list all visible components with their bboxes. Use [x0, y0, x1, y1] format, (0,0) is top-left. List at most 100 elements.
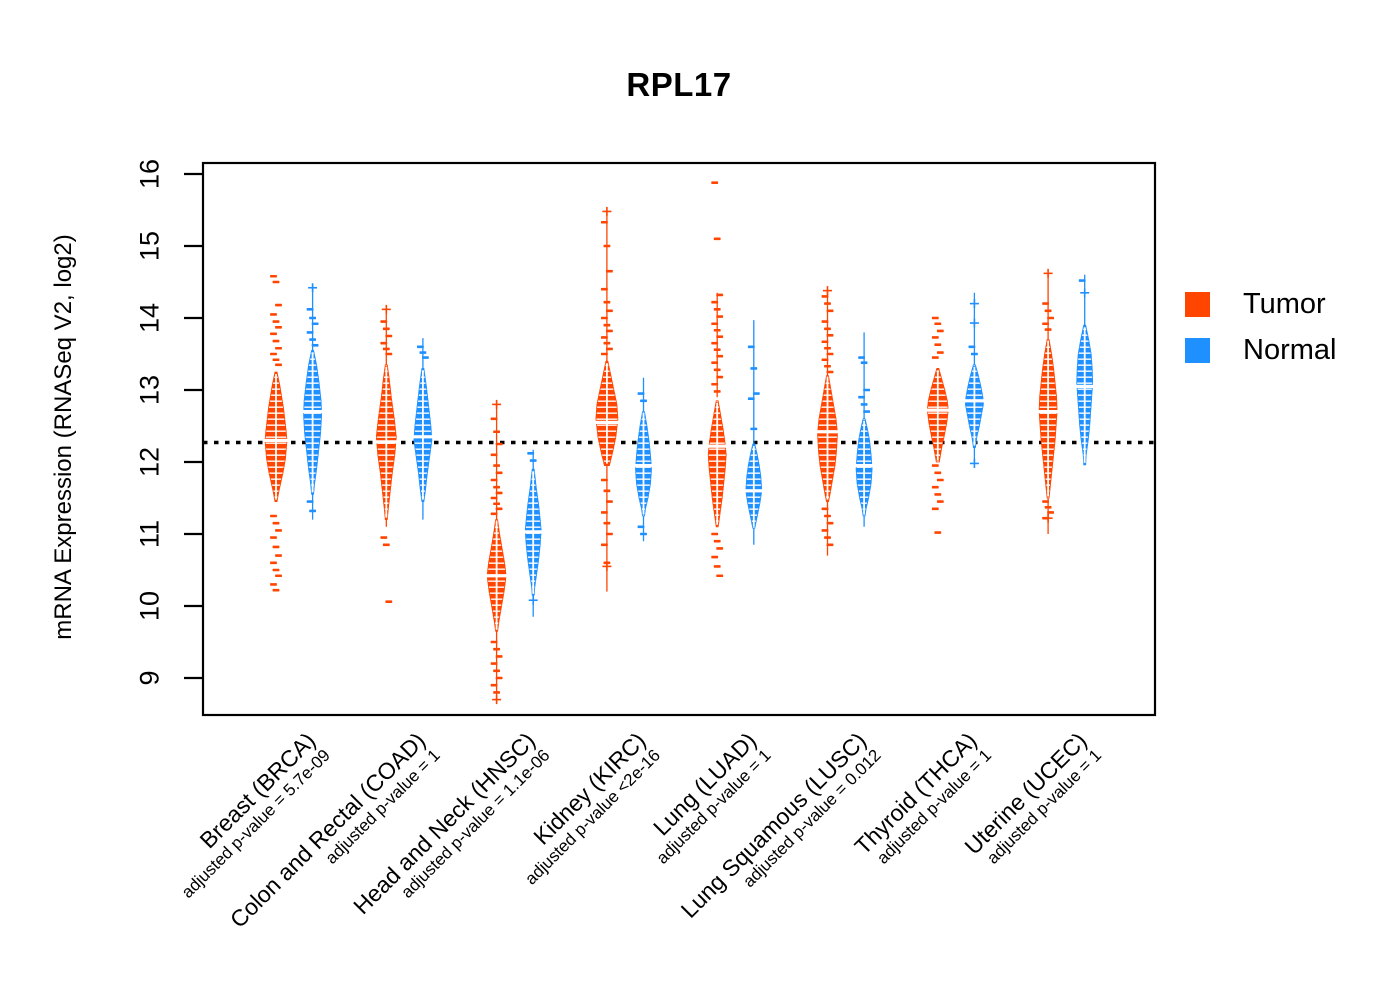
violin-normal-3-median-gap [634, 464, 653, 468]
violin-normal-2-median-gap [523, 530, 543, 534]
violin-tumor-4-outlier-dash [711, 322, 719, 326]
violin-tumor-6-outlier-dash [934, 531, 942, 534]
y-axis-title: mRNA Expression (RNASeq V2, log2) [50, 234, 77, 640]
y-tick-label: 15 [134, 230, 165, 262]
violin-tumor-4-outlier-dash [716, 315, 724, 318]
violin-tumor-7-outlier-dash [1044, 328, 1052, 331]
violin-normal-6-outlier-dash [968, 345, 976, 349]
violin-tumor-4-outlier-dash [716, 293, 724, 297]
violin-tumor-5-outlier-dash [821, 320, 829, 323]
violin-tumor-4-outlier-dash [711, 300, 719, 304]
violin-tumor-4-outlier-dash [716, 375, 724, 379]
violin-tumor-2-outlier-dash [495, 491, 503, 495]
y-tick-label: 10 [134, 590, 165, 622]
violin-tumor-3-outlier-dash [603, 300, 611, 304]
violin-tumor-2-outlier-dash [490, 512, 498, 516]
violin-tumor-3-outlier-dash [601, 287, 608, 291]
violin-normal-0-outlier-dash [311, 322, 319, 326]
violin-tumor-1-outlier-dash [385, 334, 393, 338]
violin-tumor-7-outlier-dash [1042, 500, 1049, 503]
violin-tumor-4-outlier-dash [711, 382, 719, 386]
violin-tumor-4-outlier-dash [716, 335, 724, 339]
violin-tumor-6-median-gap [925, 408, 950, 412]
violin-tumor-3-outlier-dash [606, 329, 613, 333]
violin-normal-2-outlier-dash [527, 452, 535, 455]
violin-tumor-2-outlier-dash [493, 502, 500, 506]
violin-tumor-3-outlier-dash [601, 543, 608, 547]
legend-row-tumor: Tumor [1185, 288, 1336, 321]
violin-tumor-0-outlier-dash [272, 568, 280, 572]
violin-tumor-7-outlier-dash [1044, 506, 1052, 509]
violin-tumor-2-outlier-dash [493, 691, 500, 694]
violin-tumor-5-outlier-dash [826, 370, 834, 374]
violin-tumor-0-outlier-dash [270, 561, 277, 565]
violin-tumor-6-outlier-dash [934, 471, 942, 475]
violin-tumor-1-outlier-dash [382, 327, 390, 331]
violin-tumor-4-outlier-dash [716, 354, 724, 358]
violin-tumor-2-outlier-dash [495, 471, 503, 475]
violin-tumor-2-outlier-dash [495, 655, 503, 658]
violin-tumor-2-outlier-dash [490, 496, 498, 500]
violin-tumor-4-outlier-dash [713, 237, 721, 241]
violin-tumor-6-outlier-dash [931, 316, 939, 320]
violin-normal-1-outlier-dash [419, 351, 427, 354]
violin-normal-4-median-gap [744, 489, 764, 493]
violin-normal-5-outlier-dash [858, 395, 865, 399]
violin-tumor-2-outlier-dash [490, 478, 498, 482]
violin-tumor-4-outlier-dash [713, 565, 721, 568]
violin-tumor-5-outlier-dash [826, 333, 834, 337]
violin-tumor-7-outlier-dash [1044, 309, 1052, 313]
violin-tumor-1-outlier-dash [382, 347, 390, 351]
violin-normal-5-outlier-dash [863, 410, 870, 413]
violin-normal-6-median-gap [963, 399, 985, 403]
violin-tumor-5-outlier-dash [824, 514, 831, 518]
violin-tumor-0-outlier-dash [272, 545, 280, 549]
violin-normal-0-outlier-dash [309, 338, 316, 341]
violin-tumor-3-outlier-dash [603, 489, 611, 493]
violin-tumor-5-outlier-dash [824, 302, 831, 305]
violin-tumor-2-outlier-dash [490, 417, 498, 421]
violin-tumor-5-outlier-dash [824, 346, 831, 350]
violin-tumor-2-outlier-dash [495, 507, 503, 511]
violin-tumor-3-outlier-dash [606, 500, 613, 503]
violin-normal-3-outlier-dash [640, 532, 647, 536]
violin-tumor-2-outlier-dash [495, 676, 503, 680]
violin-tumor-3-outlier-dash [603, 323, 611, 327]
violin-normal-4-outlier-dash [752, 392, 760, 395]
violin-tumor-4-outlier-dash [713, 348, 721, 351]
violin-tumor-0-outlier-dash [275, 554, 282, 557]
y-tick-label: 11 [134, 519, 165, 549]
violin-normal-4-outlier-dash [747, 345, 755, 349]
violin-tumor-0-outlier-dash [270, 536, 277, 539]
violin-normal-1-median-gap [412, 435, 434, 439]
violin-tumor-0-outlier-dash [272, 280, 280, 284]
violin-tumor-0-outlier-dash [272, 339, 280, 343]
violin-tumor-1-outlier-dash [385, 600, 393, 603]
violin-tumor-5-outlier-dash [824, 536, 831, 539]
violin-tumor-6-outlier-dash [934, 493, 942, 496]
violin-tumor-7-outlier-dash [1042, 302, 1049, 305]
violin-tumor-2-outlier-dash [493, 430, 500, 434]
violin-tumor-4-outlier-dash [711, 532, 719, 536]
violin-tumor-4-outlier-dash [713, 390, 721, 393]
violin-tumor-7-median-gap [1037, 410, 1059, 414]
violin-tumor-3-outlier-dash [606, 269, 613, 273]
violin-tumor-1-outlier-dash [382, 543, 390, 547]
violin-tumor-4-outlier-dash [713, 308, 721, 311]
violin-normal-3-outlier-dash [640, 399, 647, 403]
violin-tumor-0-outlier-dash [275, 346, 282, 350]
y-tick-label: 9 [134, 670, 165, 686]
y-tick-label: 16 [134, 158, 165, 190]
violin-normal-7-median-gap [1075, 384, 1095, 388]
violin-tumor-6-outlier-dash [936, 351, 944, 354]
violin-tumor-3-outlier-dash [601, 220, 608, 224]
violin-tumor-0-outlier-dash [270, 352, 277, 356]
violin-tumor-1-outlier-dash [380, 341, 388, 345]
violin-tumor-3-outlier-dash [601, 478, 608, 482]
violin-tumor-4-outlier-dash [713, 328, 721, 332]
violin-normal-3-outlier-dash [637, 525, 645, 529]
violin-normal-1-outlier-dash [417, 345, 424, 349]
violin-tumor-0-outlier-dash [275, 303, 282, 307]
violin-tumor-4-outlier-dash [716, 547, 724, 550]
